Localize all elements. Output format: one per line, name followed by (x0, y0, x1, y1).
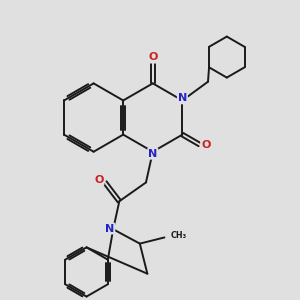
Text: O: O (148, 52, 158, 62)
Text: N: N (178, 93, 187, 103)
Text: N: N (105, 224, 114, 234)
Text: O: O (94, 175, 104, 185)
Text: N: N (148, 149, 158, 159)
Text: CH₃: CH₃ (171, 231, 187, 240)
Text: O: O (201, 140, 210, 149)
